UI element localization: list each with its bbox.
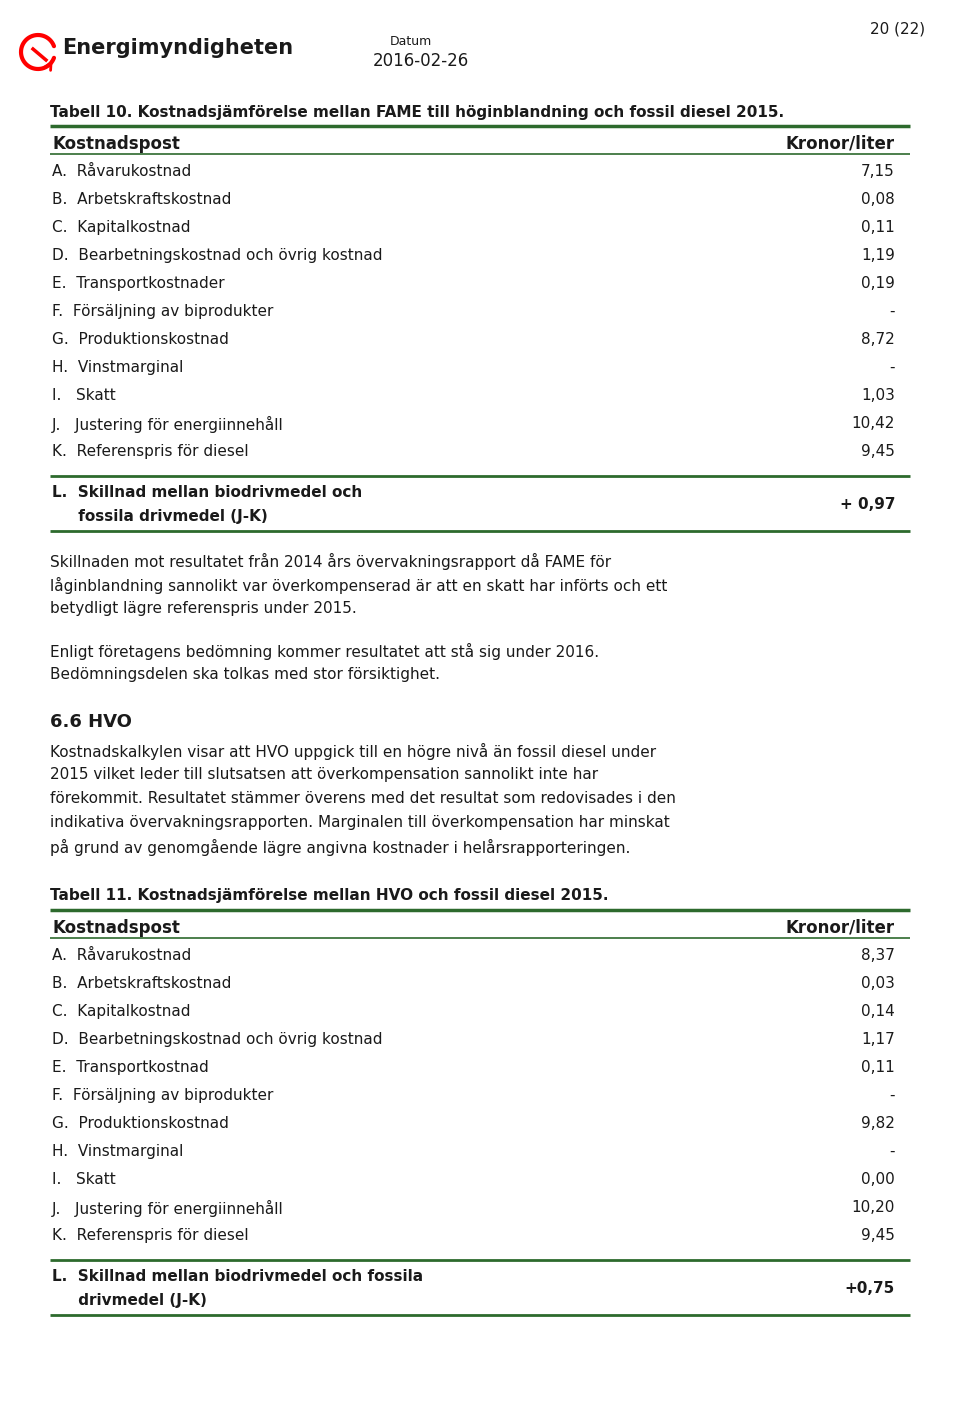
Text: 0,11: 0,11 bbox=[861, 219, 895, 235]
Text: D.  Bearbetningskostnad och övrig kostnad: D. Bearbetningskostnad och övrig kostnad bbox=[52, 1032, 382, 1047]
Text: 9,82: 9,82 bbox=[861, 1116, 895, 1131]
Text: 8,37: 8,37 bbox=[861, 948, 895, 964]
Text: 0,14: 0,14 bbox=[861, 1005, 895, 1019]
Text: 10,42: 10,42 bbox=[852, 416, 895, 432]
Text: förekommit. Resultatet stämmer överens med det resultat som redovisades i den: förekommit. Resultatet stämmer överens m… bbox=[50, 791, 676, 807]
Text: 0,00: 0,00 bbox=[861, 1172, 895, 1187]
Text: låginblandning sannolikt var överkompenserad är att en skatt har införts och ett: låginblandning sannolikt var överkompens… bbox=[50, 577, 667, 594]
Text: F.  Försäljning av biprodukter: F. Försäljning av biprodukter bbox=[52, 304, 274, 318]
Text: + 0,97: + 0,97 bbox=[839, 497, 895, 512]
Text: 1,17: 1,17 bbox=[861, 1032, 895, 1047]
Text: drivmedel (J-K): drivmedel (J-K) bbox=[52, 1293, 206, 1307]
Text: Tabell 10. Kostnadsjämförelse mellan FAME till höginblandning och fossil diesel : Tabell 10. Kostnadsjämförelse mellan FAM… bbox=[50, 105, 784, 120]
Text: J.   Justering för energiinnehåll: J. Justering för energiinnehåll bbox=[52, 1200, 284, 1217]
Text: fossila drivmedel (J-K): fossila drivmedel (J-K) bbox=[52, 509, 268, 524]
Text: Kostnadspost: Kostnadspost bbox=[52, 918, 180, 937]
Text: på grund av genomgående lägre angivna kostnader i helårsrapporteringen.: på grund av genomgående lägre angivna ko… bbox=[50, 839, 631, 856]
Text: I.   Skatt: I. Skatt bbox=[52, 1172, 116, 1187]
Text: 10,20: 10,20 bbox=[852, 1200, 895, 1215]
Text: C.  Kapitalkostnad: C. Kapitalkostnad bbox=[52, 1005, 190, 1019]
Text: +0,75: +0,75 bbox=[845, 1281, 895, 1296]
Text: I.   Skatt: I. Skatt bbox=[52, 388, 116, 403]
Text: H.  Vinstmarginal: H. Vinstmarginal bbox=[52, 1143, 183, 1159]
Text: Energimyndigheten: Energimyndigheten bbox=[62, 38, 293, 58]
Text: Bedömningsdelen ska tolkas med stor försiktighet.: Bedömningsdelen ska tolkas med stor förs… bbox=[50, 666, 440, 682]
Text: -: - bbox=[890, 304, 895, 318]
Text: Enligt företagens bedömning kommer resultatet att stå sig under 2016.: Enligt företagens bedömning kommer resul… bbox=[50, 642, 599, 659]
Text: G.  Produktionskostnad: G. Produktionskostnad bbox=[52, 1116, 228, 1131]
Text: 8,72: 8,72 bbox=[861, 333, 895, 347]
Text: E.  Transportkostnad: E. Transportkostnad bbox=[52, 1060, 208, 1075]
Text: 0,11: 0,11 bbox=[861, 1060, 895, 1075]
Text: K.  Referenspris för diesel: K. Referenspris för diesel bbox=[52, 1228, 249, 1242]
Text: -: - bbox=[890, 1088, 895, 1104]
Text: 2016-02-26: 2016-02-26 bbox=[373, 52, 469, 69]
Text: L.  Skillnad mellan biodrivmedel och fossila: L. Skillnad mellan biodrivmedel och foss… bbox=[52, 1269, 423, 1283]
Text: K.  Referenspris för diesel: K. Referenspris för diesel bbox=[52, 444, 249, 458]
Text: Kostnadspost: Kostnadspost bbox=[52, 134, 180, 153]
Text: Skillnaden mot resultatet från 2014 års övervakningsrapport då FAME för: Skillnaden mot resultatet från 2014 års … bbox=[50, 553, 612, 570]
Text: D.  Bearbetningskostnad och övrig kostnad: D. Bearbetningskostnad och övrig kostnad bbox=[52, 248, 382, 263]
Text: Datum: Datum bbox=[390, 35, 432, 48]
Text: C.  Kapitalkostnad: C. Kapitalkostnad bbox=[52, 219, 190, 235]
Text: 1,03: 1,03 bbox=[861, 388, 895, 403]
Text: 6.6 HVO: 6.6 HVO bbox=[50, 713, 132, 732]
Text: Kostnadskalkylen visar att HVO uppgick till en högre nivå än fossil diesel under: Kostnadskalkylen visar att HVO uppgick t… bbox=[50, 743, 656, 760]
Text: Kronor/liter: Kronor/liter bbox=[786, 134, 895, 153]
Text: B.  Arbetskraftskostnad: B. Arbetskraftskostnad bbox=[52, 192, 231, 207]
Text: G.  Produktionskostnad: G. Produktionskostnad bbox=[52, 333, 228, 347]
Text: H.  Vinstmarginal: H. Vinstmarginal bbox=[52, 359, 183, 375]
Text: 9,45: 9,45 bbox=[861, 444, 895, 458]
Text: F.  Försäljning av biprodukter: F. Försäljning av biprodukter bbox=[52, 1088, 274, 1104]
Text: 9,45: 9,45 bbox=[861, 1228, 895, 1242]
Text: -: - bbox=[890, 359, 895, 375]
Text: Tabell 11. Kostnadsjämförelse mellan HVO och fossil diesel 2015.: Tabell 11. Kostnadsjämförelse mellan HVO… bbox=[50, 889, 609, 903]
Text: B.  Arbetskraftskostnad: B. Arbetskraftskostnad bbox=[52, 976, 231, 990]
Text: 0,19: 0,19 bbox=[861, 276, 895, 291]
Text: 20 (22): 20 (22) bbox=[870, 23, 925, 37]
Text: 7,15: 7,15 bbox=[861, 164, 895, 180]
Text: 1,19: 1,19 bbox=[861, 248, 895, 263]
Text: betydligt lägre referenspris under 2015.: betydligt lägre referenspris under 2015. bbox=[50, 601, 357, 616]
Text: A.  Råvarukostnad: A. Råvarukostnad bbox=[52, 948, 191, 964]
Text: A.  Råvarukostnad: A. Råvarukostnad bbox=[52, 164, 191, 180]
Text: E.  Transportkostnader: E. Transportkostnader bbox=[52, 276, 225, 291]
Text: L.  Skillnad mellan biodrivmedel och: L. Skillnad mellan biodrivmedel och bbox=[52, 485, 362, 499]
Text: indikativa övervakningsrapporten. Marginalen till överkompensation har minskat: indikativa övervakningsrapporten. Margin… bbox=[50, 815, 670, 831]
Text: 0,08: 0,08 bbox=[861, 192, 895, 207]
Text: Kronor/liter: Kronor/liter bbox=[786, 918, 895, 937]
Text: 0,03: 0,03 bbox=[861, 976, 895, 990]
Text: 2015 vilket leder till slutsatsen att överkompensation sannolikt inte har: 2015 vilket leder till slutsatsen att öv… bbox=[50, 767, 598, 782]
Text: -: - bbox=[890, 1143, 895, 1159]
Text: J.   Justering för energiinnehåll: J. Justering för energiinnehåll bbox=[52, 416, 284, 433]
